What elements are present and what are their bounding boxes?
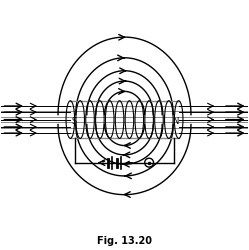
Text: N: N xyxy=(172,117,178,126)
Text: S: S xyxy=(71,117,77,126)
Text: +: + xyxy=(99,159,105,165)
Text: Fig. 13.20: Fig. 13.20 xyxy=(97,235,152,245)
Text: −: − xyxy=(126,157,133,166)
